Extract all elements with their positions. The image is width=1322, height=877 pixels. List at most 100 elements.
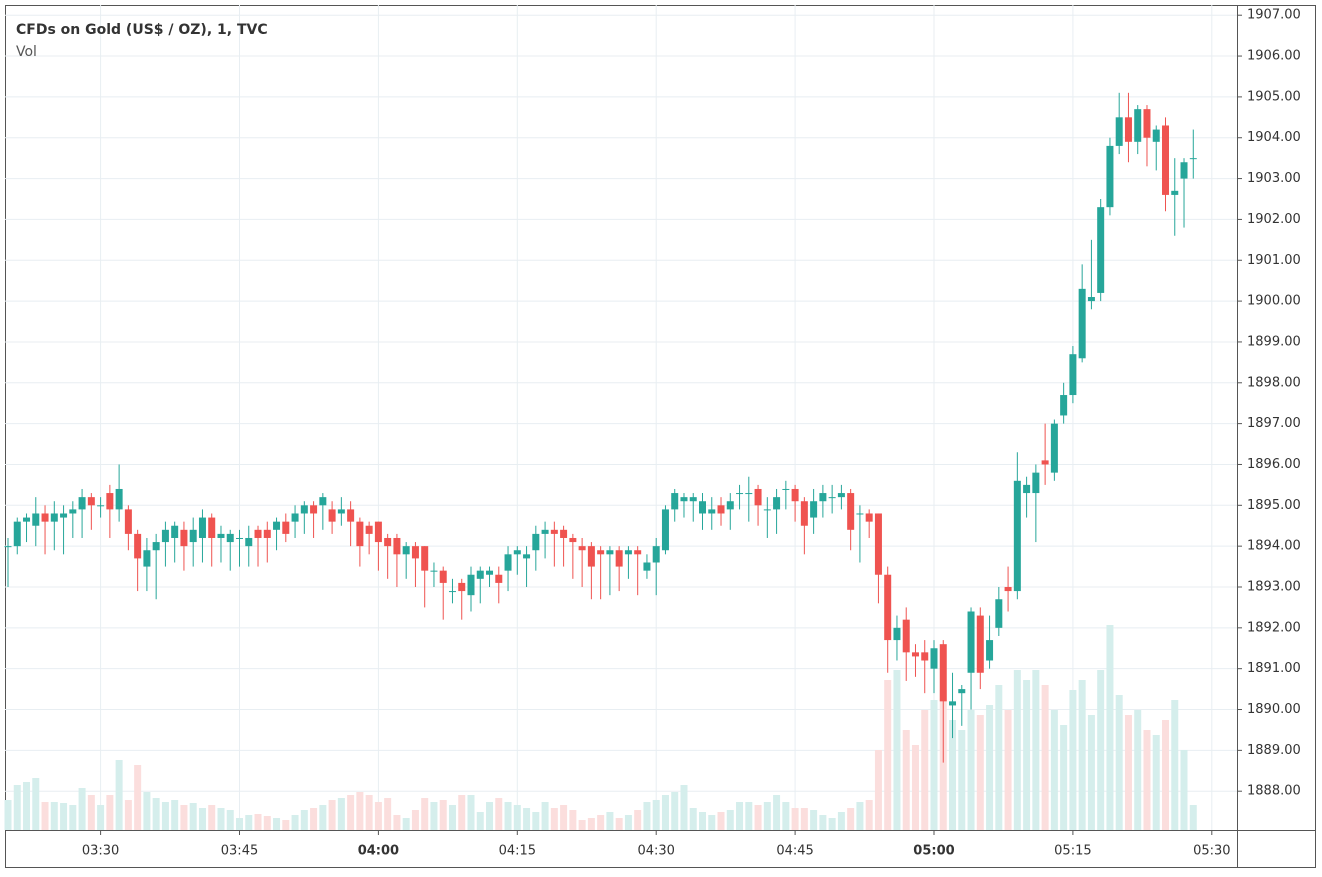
candle-body bbox=[911, 652, 919, 657]
candle-body bbox=[1124, 117, 1132, 142]
candle-body bbox=[13, 521, 21, 547]
volume-bar bbox=[689, 808, 697, 830]
volume-bar bbox=[328, 800, 336, 830]
volume-bar bbox=[819, 815, 827, 830]
candle-body bbox=[884, 574, 892, 641]
y-tick-label: 1888.00 bbox=[1247, 784, 1301, 799]
candle-body bbox=[448, 591, 456, 593]
volume-bar bbox=[365, 795, 373, 830]
candle-body bbox=[652, 546, 660, 563]
volume-bar bbox=[967, 710, 975, 830]
grid bbox=[5, 5, 1237, 830]
candle-body bbox=[217, 533, 225, 538]
y-tick-label: 1898.00 bbox=[1247, 375, 1301, 390]
candle-body bbox=[161, 529, 169, 543]
candle-body bbox=[745, 493, 753, 495]
y-tick-label: 1901.00 bbox=[1247, 253, 1301, 268]
volume-bar bbox=[717, 812, 725, 830]
volume-bar bbox=[458, 795, 466, 830]
volume-bar bbox=[393, 815, 401, 830]
y-tick-label: 1900.00 bbox=[1247, 294, 1301, 309]
candle-body bbox=[800, 501, 808, 526]
y-tick-label: 1897.00 bbox=[1247, 416, 1301, 431]
candle-body bbox=[421, 546, 429, 571]
volume-bar bbox=[1013, 670, 1021, 830]
candle-body bbox=[1050, 423, 1058, 473]
volume-bar bbox=[421, 798, 429, 830]
candle-body bbox=[569, 537, 577, 543]
candle-body bbox=[263, 529, 271, 538]
volume-bar bbox=[245, 815, 253, 830]
candle-body bbox=[949, 701, 957, 706]
candle-body bbox=[189, 529, 197, 543]
y-tick-label: 1902.00 bbox=[1247, 212, 1301, 227]
x-tick-label: 04:45 bbox=[776, 844, 813, 859]
candle-body bbox=[254, 529, 262, 538]
candle-body bbox=[606, 550, 614, 555]
volume-bar bbox=[1032, 670, 1040, 830]
volume-bar bbox=[291, 815, 299, 830]
candle-body bbox=[4, 546, 12, 548]
candle-body bbox=[643, 562, 651, 571]
volume-bar bbox=[995, 685, 1003, 830]
volume-bar bbox=[504, 802, 512, 830]
candle-body bbox=[328, 509, 336, 522]
candle-body bbox=[1023, 484, 1031, 494]
candle-body bbox=[615, 550, 623, 567]
candle-body bbox=[902, 619, 910, 653]
candle-body bbox=[134, 533, 142, 559]
volume-bar bbox=[161, 802, 169, 830]
volume-bar bbox=[1115, 695, 1123, 830]
candle-body bbox=[495, 574, 503, 583]
volume-bar bbox=[411, 810, 419, 830]
volume-bar bbox=[949, 720, 957, 830]
candle-body bbox=[1171, 190, 1179, 195]
candle-body bbox=[1097, 207, 1105, 293]
volume-bar bbox=[680, 785, 688, 830]
volume-bar bbox=[4, 800, 12, 830]
candle-body bbox=[310, 505, 318, 514]
volume-bar bbox=[671, 792, 679, 830]
volume-bar bbox=[624, 815, 632, 830]
volume-bar bbox=[921, 710, 929, 830]
volume-bar bbox=[356, 792, 364, 830]
x-tick-label: 04:15 bbox=[499, 844, 536, 859]
x-tick-label: 05:30 bbox=[1193, 844, 1230, 859]
volume-bar bbox=[736, 802, 744, 830]
volume-bar bbox=[41, 802, 49, 830]
volume-bar bbox=[254, 814, 262, 830]
volume-bar bbox=[523, 808, 531, 830]
candle-body bbox=[87, 497, 95, 506]
volume-bar bbox=[226, 810, 234, 830]
volume-bar bbox=[495, 798, 503, 830]
volume-bar bbox=[106, 795, 114, 830]
candle-body bbox=[1004, 586, 1012, 592]
volume-bar bbox=[60, 803, 68, 830]
candle-body bbox=[124, 509, 132, 534]
candle-body bbox=[143, 550, 151, 567]
volume-bar bbox=[791, 808, 799, 830]
volume-bar bbox=[217, 808, 225, 830]
candle-body bbox=[236, 537, 243, 539]
candle-body bbox=[1032, 472, 1040, 494]
volume-bar bbox=[448, 805, 456, 830]
candle-body bbox=[41, 513, 49, 522]
x-tick-label: 03:45 bbox=[221, 844, 258, 859]
volume-pane bbox=[4, 625, 1197, 830]
volume-bar bbox=[634, 810, 642, 830]
candle-body bbox=[958, 689, 966, 694]
candle-body bbox=[661, 509, 669, 551]
volume-bar bbox=[1124, 715, 1132, 830]
volume-bar bbox=[476, 812, 484, 830]
candle-body bbox=[356, 521, 364, 547]
candle-body bbox=[560, 529, 568, 538]
volume-bar bbox=[958, 730, 966, 830]
y-tick-label: 1903.00 bbox=[1247, 171, 1301, 186]
volume-bar bbox=[282, 820, 290, 830]
candle-body bbox=[291, 513, 299, 522]
candle-body bbox=[624, 550, 632, 555]
candle-body bbox=[1078, 288, 1086, 359]
candle-body bbox=[597, 550, 605, 555]
candle-body bbox=[995, 599, 1003, 628]
candle-body bbox=[1013, 480, 1021, 592]
